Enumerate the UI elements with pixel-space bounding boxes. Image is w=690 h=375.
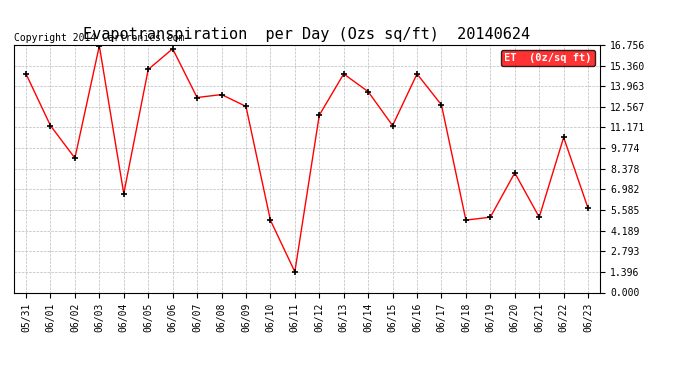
Legend: ET  (0z/sq ft): ET (0z/sq ft)	[502, 50, 595, 66]
Title: Evapotranspiration  per Day (Ozs sq/ft)  20140624: Evapotranspiration per Day (Ozs sq/ft) 2…	[83, 27, 531, 42]
Text: Copyright 2014 Cartronics.com: Copyright 2014 Cartronics.com	[14, 33, 184, 42]
